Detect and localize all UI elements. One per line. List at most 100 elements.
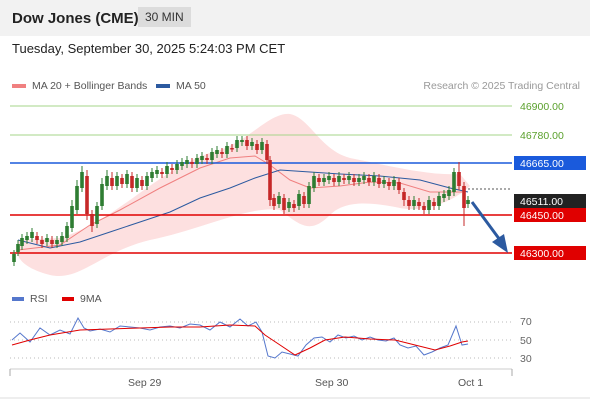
ma9-swatch	[62, 297, 74, 301]
x-label-oct1: Oct 1	[458, 377, 483, 389]
candle-body	[265, 144, 269, 160]
candle-body	[367, 178, 371, 182]
rsi-axis-labels: 70 50 30	[520, 316, 532, 365]
candle-body	[65, 226, 69, 238]
candle-body	[160, 172, 164, 174]
candle-body	[165, 166, 169, 174]
candle-body	[225, 146, 229, 154]
level-label-46665: 46665.00	[520, 158, 564, 170]
candle-body	[185, 160, 189, 164]
candle-body	[462, 186, 466, 208]
candle-body	[220, 152, 224, 154]
legend-9ma: 9MA	[62, 293, 102, 305]
level-box-46665	[514, 156, 586, 170]
candle-body	[240, 140, 244, 142]
candle-body	[466, 200, 470, 204]
rsi-line	[11, 316, 469, 359]
candle-body	[200, 156, 204, 160]
candle-body	[195, 158, 199, 164]
candle-body	[327, 176, 331, 180]
candle-body	[352, 178, 356, 182]
candle-body	[255, 144, 259, 150]
candle-body	[55, 240, 59, 244]
candle-body	[95, 206, 99, 224]
candle-body	[170, 168, 174, 170]
candle-body	[115, 176, 119, 186]
candle-body	[312, 176, 316, 188]
candle-body	[245, 140, 249, 146]
candle-body	[322, 178, 326, 182]
candle-body	[215, 150, 219, 154]
ma50-swatch	[156, 84, 170, 88]
candle-body	[307, 186, 311, 204]
candle-body	[447, 190, 451, 196]
chart-header: Dow Jones (CME) 30 MIN	[0, 0, 590, 36]
candle-body	[135, 178, 139, 188]
level-labels: 46900.00 46780.00 46665.00 46511.00 4645…	[514, 99, 586, 260]
candle-body	[382, 180, 386, 184]
candle-body	[437, 196, 441, 206]
candle-body	[277, 196, 281, 204]
candle-body	[412, 200, 416, 206]
rsi-ma9-line	[11, 324, 469, 356]
legend-rsi: RSI	[12, 293, 48, 305]
level-box-46300	[514, 246, 586, 260]
candle-body	[337, 176, 341, 182]
forecast-arrow	[470, 201, 508, 253]
candle-body	[272, 198, 276, 206]
candle-body	[80, 172, 84, 188]
rsi-swatch	[12, 297, 24, 301]
rsi-panel	[10, 316, 512, 359]
research-credit: Research © 2025 Trading Central	[423, 80, 580, 92]
candle-body	[342, 178, 346, 180]
legend-ma50-label: MA 50	[176, 80, 206, 92]
rsi-tick-30: 30	[520, 353, 532, 365]
candle-body	[205, 158, 209, 160]
level-label-46450: 46450.00	[520, 210, 564, 222]
candle-body	[45, 238, 49, 242]
legend-ma20-label: MA 20 + Bollinger Bands	[32, 80, 148, 92]
level-box-46511	[514, 194, 586, 208]
candle-body	[105, 176, 109, 186]
candle-body	[100, 184, 104, 206]
x-label-sep30: Sep 30	[315, 377, 348, 389]
candle-body	[150, 172, 154, 178]
candle-body	[60, 236, 64, 242]
legend-rsi-label: RSI	[30, 293, 48, 305]
candle-body	[120, 178, 124, 184]
candle-body	[407, 200, 411, 206]
candle-body	[145, 176, 149, 186]
candle-body	[190, 162, 194, 164]
timeframe-badge[interactable]: 30 MIN	[138, 7, 191, 27]
candle-body	[260, 142, 264, 150]
candle-body	[297, 194, 301, 206]
chart-datetime: Tuesday, September 30, 2025 5:24:03 PM C…	[12, 41, 286, 56]
candle-body	[332, 178, 336, 182]
level-lines	[10, 105, 512, 254]
candle-body	[362, 176, 366, 180]
candle-body	[392, 180, 396, 186]
candle-body	[85, 176, 89, 214]
candle-body	[250, 142, 254, 146]
candle-body	[110, 178, 114, 186]
candle-body	[442, 194, 446, 198]
candle-body	[140, 180, 144, 186]
instrument-title: Dow Jones (CME)	[12, 10, 139, 27]
rsi-tick-50: 50	[520, 335, 532, 347]
candle-body	[402, 192, 406, 200]
candle-body	[125, 174, 129, 184]
candle-body	[282, 198, 286, 210]
candle-body	[235, 140, 239, 148]
candle-body	[130, 176, 134, 188]
candle-body	[357, 178, 361, 182]
candle-body	[25, 236, 29, 240]
candle-body	[457, 172, 461, 186]
candle-body	[287, 202, 291, 208]
level-label-46511: 46511.00	[520, 196, 563, 208]
legend-9ma-label: 9MA	[80, 293, 102, 305]
candle-body	[422, 206, 426, 210]
bollinger-band	[18, 113, 470, 277]
ma50-line	[17, 169, 469, 249]
rsi-tick-70: 70	[520, 316, 532, 328]
